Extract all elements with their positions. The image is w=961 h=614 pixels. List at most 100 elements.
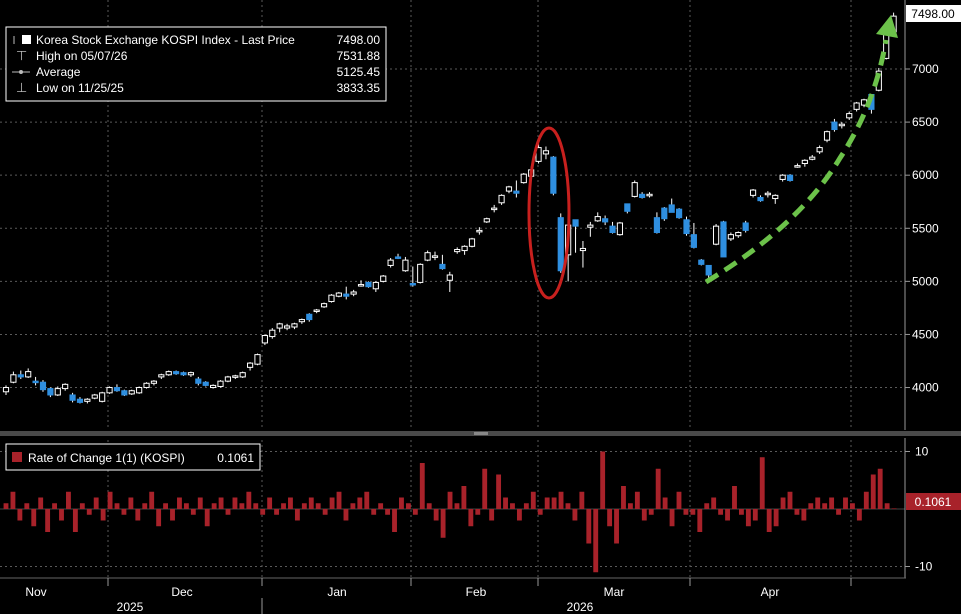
- candle-up: [276, 323, 283, 329]
- roc-bar: [655, 468, 661, 509]
- roc-bar: [711, 497, 717, 509]
- roc-bar: [405, 503, 411, 509]
- candle-up: [809, 156, 816, 160]
- roc-bar: [426, 503, 432, 509]
- roc-bar: [433, 509, 439, 521]
- month-label: Feb: [466, 585, 487, 599]
- roc-bar: [503, 497, 508, 509]
- month-label: Jan: [327, 585, 346, 599]
- roc-bar: [246, 491, 252, 509]
- candle-up: [128, 390, 135, 395]
- candle-up: [735, 232, 742, 237]
- roc-bar: [371, 509, 377, 515]
- roc-bar: [31, 509, 37, 527]
- candle-up: [772, 194, 779, 200]
- candle-up: [801, 159, 808, 165]
- roc-bar: [870, 474, 876, 509]
- candle-up: [54, 388, 61, 396]
- roc-bar: [315, 503, 321, 509]
- year-label: 2026: [567, 600, 594, 614]
- roc-bar: [732, 486, 737, 509]
- legend-low-icon: ⊥: [16, 80, 27, 95]
- roc-bar: [607, 509, 613, 527]
- candle-up: [91, 394, 98, 399]
- roc-bar: [836, 509, 841, 515]
- roc-last-value-tag-text: 0.1061: [915, 495, 952, 509]
- candle-up: [454, 249, 461, 253]
- roc-bar: [662, 497, 668, 509]
- candle-down: [113, 387, 121, 392]
- candle-down: [306, 313, 313, 321]
- candle-up: [2, 387, 10, 393]
- roc-bar: [364, 491, 370, 509]
- candle-up: [187, 372, 195, 376]
- roc-bar: [468, 509, 474, 527]
- roc-bar: [572, 509, 578, 521]
- roc-y-axis: 10 -10: [904, 438, 933, 578]
- roc-bar: [218, 497, 224, 509]
- roc-bar: [808, 503, 814, 509]
- candle-up: [846, 113, 853, 119]
- roc-bar: [392, 509, 397, 532]
- candle-up: [402, 259, 409, 272]
- roc-legend-box: [5, 443, 261, 471]
- roc-bar: [79, 503, 85, 509]
- month-label: Apr: [761, 585, 780, 599]
- candle-up: [313, 309, 320, 313]
- roc-bar: [183, 503, 189, 509]
- candle-up: [816, 147, 823, 153]
- candle-up: [498, 194, 505, 204]
- roc-bar: [794, 509, 800, 515]
- roc-bar: [815, 497, 821, 509]
- candle-up: [283, 325, 291, 329]
- candle-up: [269, 329, 276, 338]
- roc-bar: [260, 509, 266, 515]
- roc-bar: [593, 509, 599, 573]
- legend-high-icon: ⊤: [16, 48, 27, 63]
- candle-up: [217, 380, 224, 387]
- roc-bar: [822, 503, 828, 509]
- roc-bar: [163, 503, 169, 509]
- roc-bar: [72, 509, 78, 532]
- roc-bar: [3, 503, 9, 509]
- candle-up: [298, 319, 305, 323]
- roc-bar: [343, 509, 349, 521]
- roc-last-value-tag: 0.1061: [906, 493, 961, 510]
- year-label: 2025: [117, 600, 144, 614]
- roc-bar: [239, 503, 245, 509]
- candle-down: [624, 203, 631, 212]
- month-labels: Nov Dec Jan Feb Mar Apr: [25, 578, 852, 599]
- price-y-tick-label: 7000: [912, 62, 939, 76]
- roc-bar: [600, 451, 606, 509]
- roc-bar: [829, 497, 835, 509]
- candle-up: [579, 247, 587, 252]
- legend-box: [5, 26, 387, 102]
- legend-last-value: 7498.00: [337, 33, 381, 47]
- candle-up: [779, 174, 786, 180]
- candle-down: [409, 282, 416, 286]
- roc-bar: [267, 497, 273, 509]
- panel-divider-handle[interactable]: [474, 432, 488, 435]
- candle-up: [136, 387, 143, 394]
- candle-up: [239, 372, 246, 378]
- candle-up: [10, 374, 17, 383]
- roc-bar: [773, 509, 779, 527]
- roc-bar: [745, 509, 751, 527]
- roc-bar: [399, 497, 404, 509]
- roc-bar: [863, 491, 869, 509]
- candle-down: [32, 380, 39, 384]
- candle-down: [609, 225, 616, 234]
- candle-down: [39, 381, 47, 391]
- candle-up: [616, 222, 624, 236]
- roc-bar: [274, 509, 280, 515]
- roc-bar: [586, 509, 592, 544]
- candle-down: [394, 256, 402, 259]
- candle-up: [143, 382, 150, 389]
- price-y-tick-label: 5500: [912, 221, 939, 235]
- roc-legend-value: 0.1061: [217, 451, 254, 465]
- roc-bar: [412, 509, 418, 515]
- roc-bar: [114, 503, 120, 509]
- price-y-axis: 4000 4500 5000 5500 6000 6500 7000: [904, 0, 939, 430]
- month-label: Nov: [25, 585, 46, 599]
- candle-up: [764, 192, 771, 196]
